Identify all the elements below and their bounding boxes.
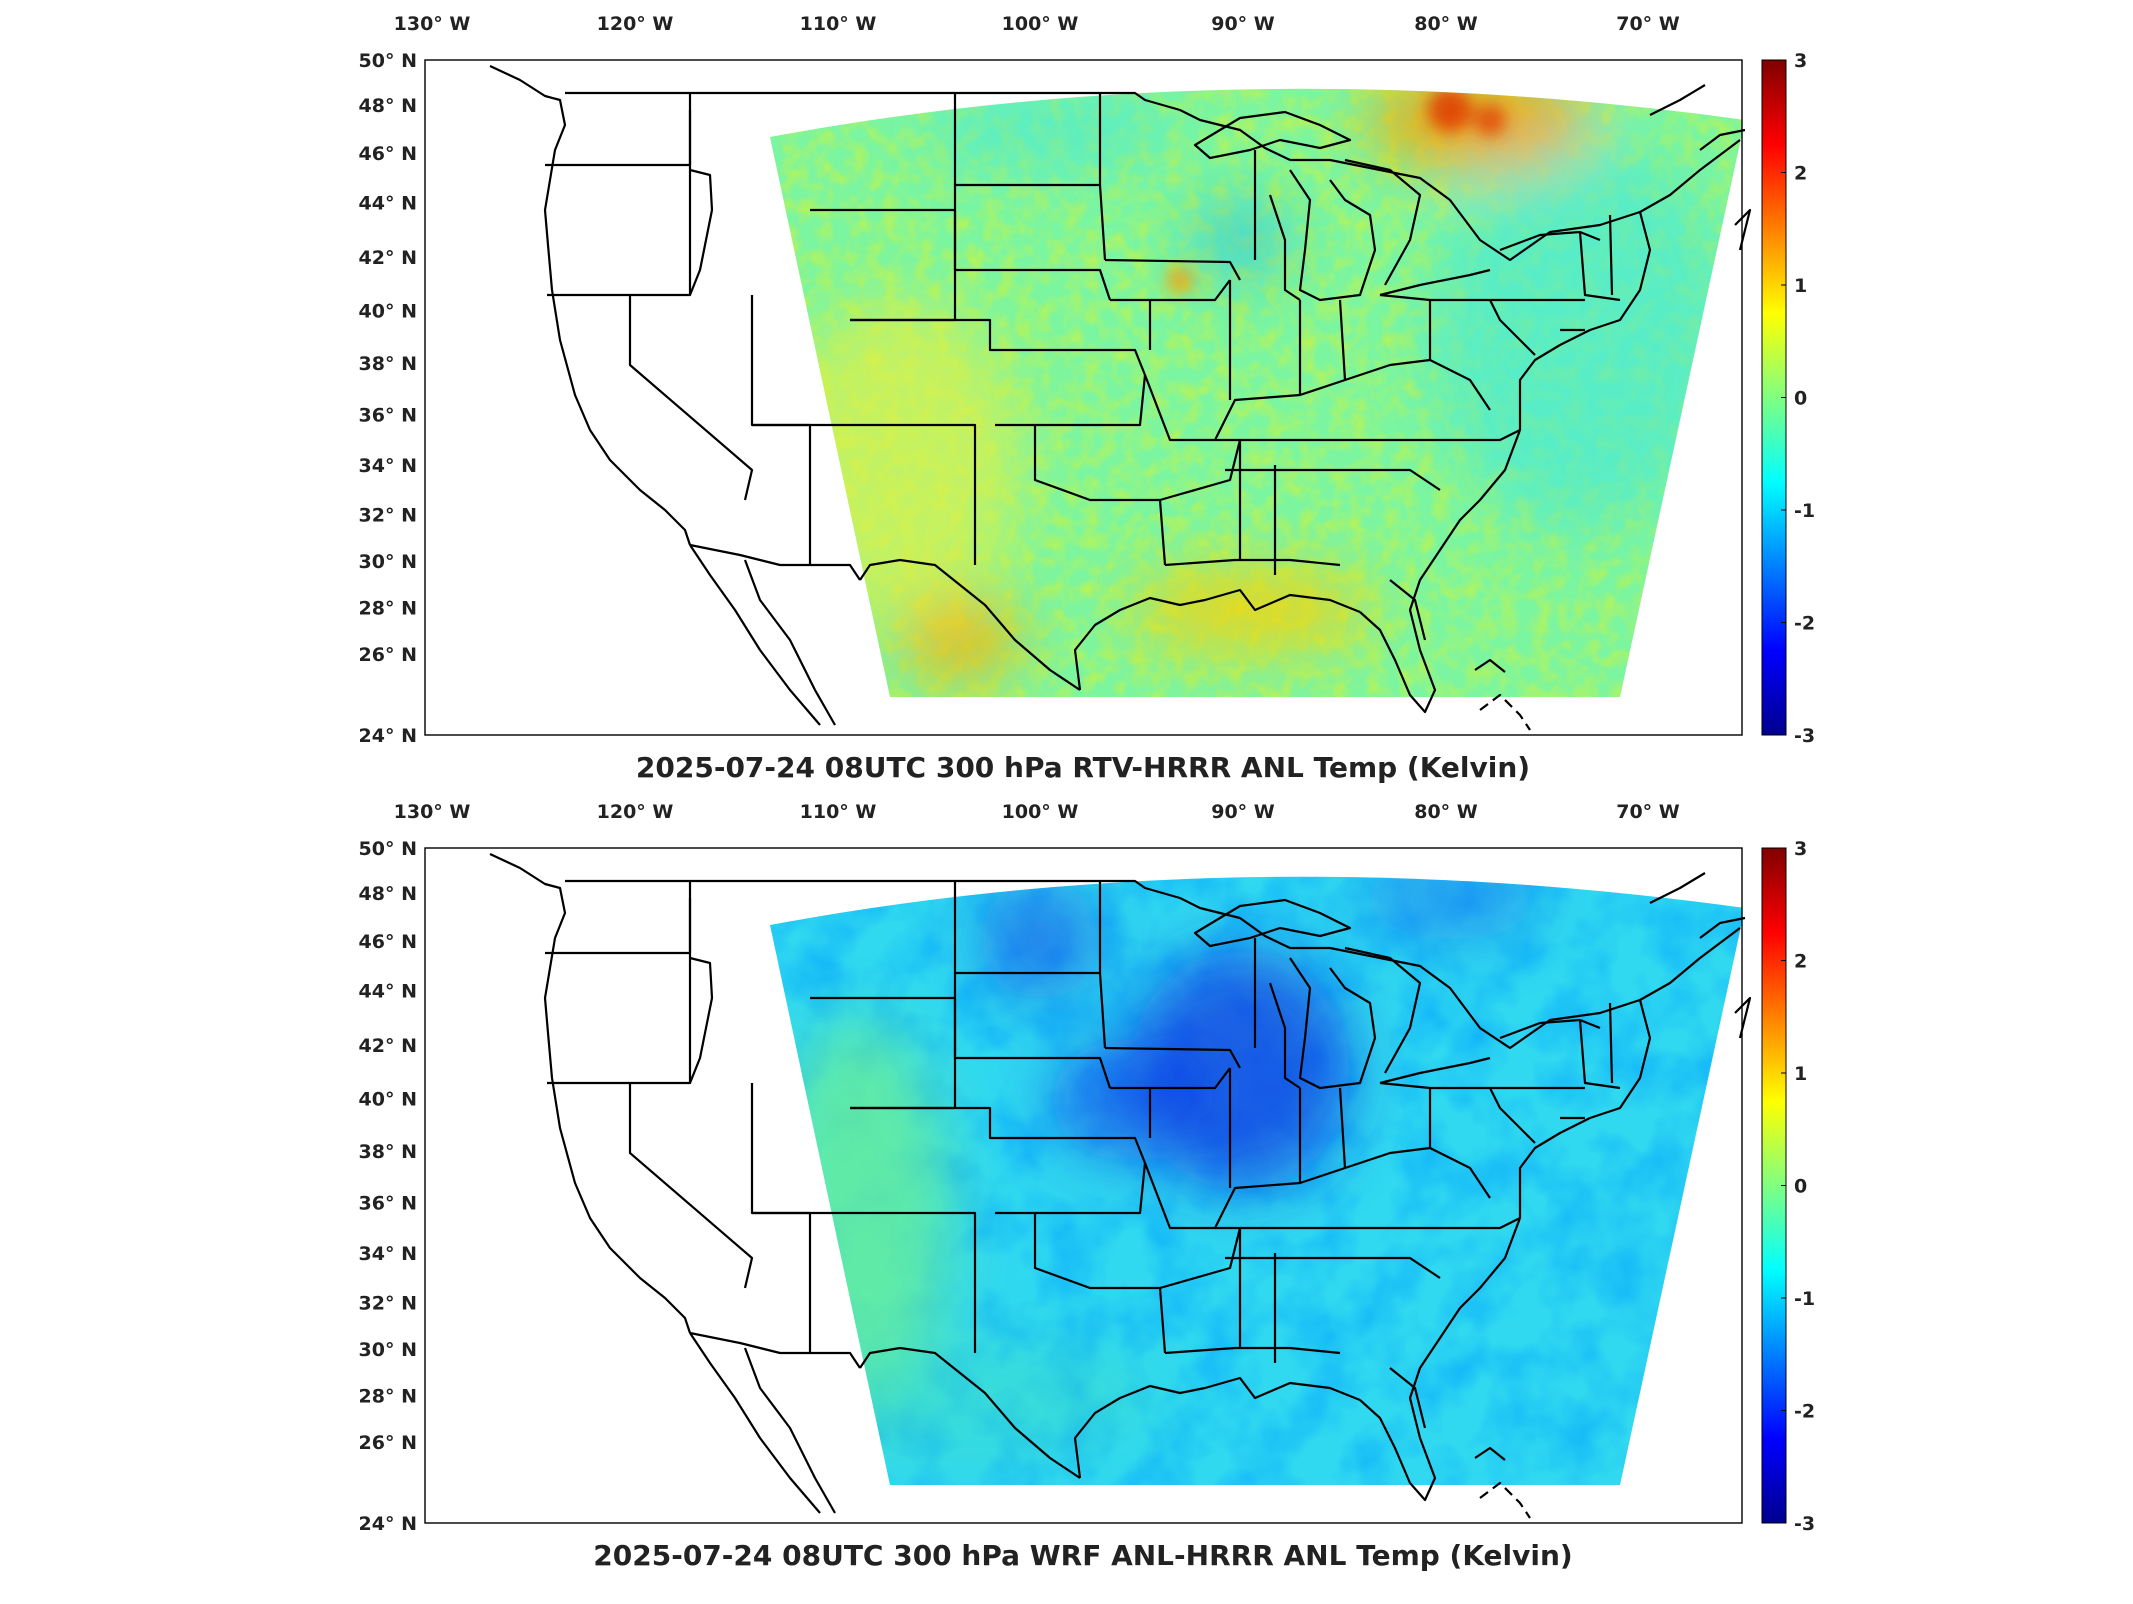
lat-tick-label: 40° N: [359, 1088, 417, 1110]
colorbar-tick-label: 1: [1794, 1063, 1807, 1085]
lat-tick-label: 50° N: [359, 838, 417, 860]
lat-tick-label: 32° N: [359, 504, 417, 526]
lon-tick-label: 120° W: [597, 801, 674, 823]
colorbar-tick-label: -1: [1794, 500, 1815, 522]
lat-tick-label: 24° N: [359, 725, 417, 747]
panel-title: 2025-07-24 08UTC 300 hPa RTV-HRRR ANL Te…: [636, 751, 1530, 784]
colorbar-tick-label: 3: [1794, 838, 1807, 860]
lon-tick-label: 110° W: [800, 801, 877, 823]
colorbar-tick-label: -3: [1794, 725, 1815, 747]
lat-tick-label: 28° N: [359, 1385, 417, 1407]
lat-tick-label: 42° N: [359, 1035, 417, 1057]
lat-tick-label: 36° N: [359, 404, 417, 426]
lat-tick-label: 26° N: [359, 1432, 417, 1454]
lat-tick-label: 30° N: [359, 1339, 417, 1361]
lon-tick-label: 130° W: [394, 13, 471, 35]
colorbar-tick-label: -2: [1794, 1401, 1815, 1423]
lon-tick-label: 90° W: [1211, 13, 1275, 35]
colorbar-tick-label: 0: [1794, 388, 1807, 410]
colorbar-tick-label: 2: [1794, 163, 1807, 185]
lat-tick-label: 34° N: [359, 1243, 417, 1265]
lat-tick-label: 48° N: [359, 883, 417, 905]
lat-tick-label: 44° N: [359, 192, 417, 214]
lon-tick-label: 100° W: [1002, 801, 1079, 823]
lat-tick-label: 26° N: [359, 644, 417, 666]
lon-tick-label: 70° W: [1616, 13, 1680, 35]
map-panel-top: [424, 59, 1752, 736]
lat-tick-label: 50° N: [359, 50, 417, 72]
lat-tick-label: 46° N: [359, 931, 417, 953]
colorbar-tick-label: -1: [1794, 1288, 1815, 1310]
lat-tick-label: 46° N: [359, 143, 417, 165]
lat-tick-label: 38° N: [359, 353, 417, 375]
lon-tick-label: 100° W: [1002, 13, 1079, 35]
lat-tick-label: 48° N: [359, 95, 417, 117]
lat-tick-label: 30° N: [359, 551, 417, 573]
colorbar-tick-label: 1: [1794, 275, 1807, 297]
lon-tick-label: 110° W: [800, 13, 877, 35]
lon-tick-label: 80° W: [1414, 801, 1478, 823]
lat-tick-label: 38° N: [359, 1141, 417, 1163]
lon-tick-label: 90° W: [1211, 801, 1275, 823]
lon-tick-label: 70° W: [1616, 801, 1680, 823]
lon-tick-label: 120° W: [597, 13, 674, 35]
colorbar-tick-label: 3: [1794, 50, 1807, 72]
lat-tick-label: 36° N: [359, 1192, 417, 1214]
lat-tick-label: 32° N: [359, 1292, 417, 1314]
colorbar-tick-label: -3: [1794, 1513, 1815, 1535]
lat-tick-label: 34° N: [359, 455, 417, 477]
panel-title: 2025-07-24 08UTC 300 hPa WRF ANL-HRRR AN…: [593, 1539, 1572, 1572]
lat-tick-label: 28° N: [359, 597, 417, 619]
colorbar-tick-label: 2: [1794, 951, 1807, 973]
lon-tick-label: 80° W: [1414, 13, 1478, 35]
colorbar-tick-label: 0: [1794, 1176, 1807, 1198]
lat-tick-label: 40° N: [359, 300, 417, 322]
lon-tick-label: 130° W: [394, 801, 471, 823]
lat-tick-label: 24° N: [359, 1513, 417, 1535]
map-panel-bottom: [424, 847, 1752, 1524]
lat-tick-label: 44° N: [359, 980, 417, 1002]
lat-tick-label: 42° N: [359, 247, 417, 269]
colorbar-tick-label: -2: [1794, 613, 1815, 635]
